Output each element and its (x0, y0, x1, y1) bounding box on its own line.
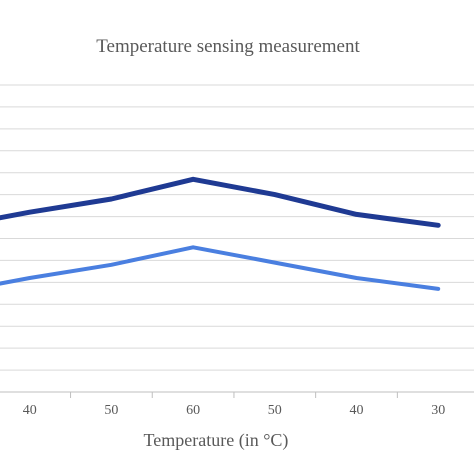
series-line-1 (0, 176, 441, 228)
series-lines (0, 176, 441, 291)
x-tick-label: 30 (431, 403, 445, 418)
series-line-2 (0, 245, 441, 291)
x-axis (0, 391, 474, 398)
x-axis-label: Temperature (in °C) (144, 430, 289, 451)
x-tick-labels: 30405060504030 (23, 403, 446, 418)
gridlines (0, 84, 474, 371)
x-tick-label: 50 (268, 403, 282, 418)
chart-title: Temperature sensing measurement (96, 36, 360, 57)
x-tick-label: 60 (186, 403, 200, 418)
x-tick-label: 50 (104, 403, 118, 418)
x-tick-label: 40 (23, 403, 37, 418)
x-tick-label: 40 (350, 403, 364, 418)
